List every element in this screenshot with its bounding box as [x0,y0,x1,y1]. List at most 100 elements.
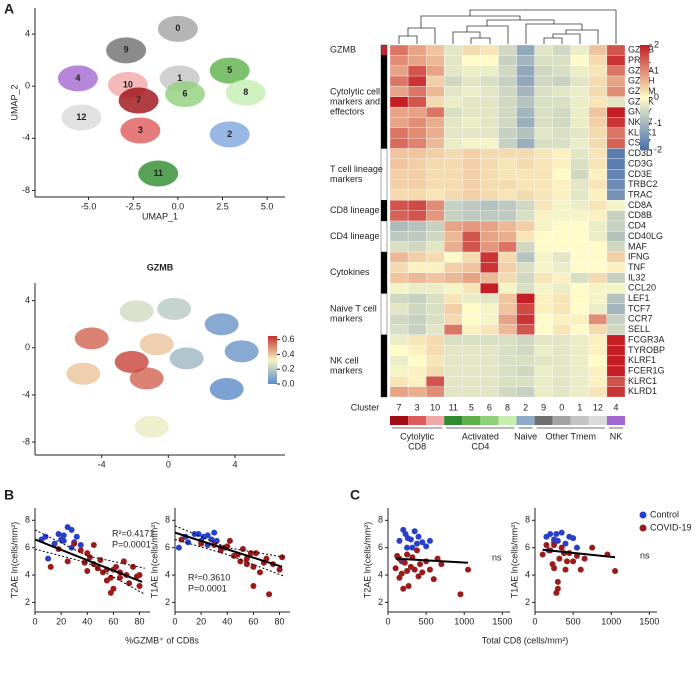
heatmap-cell [426,55,445,66]
heatmap-cell [407,127,427,139]
heatmap-cell [588,262,608,273]
heatmap-cell [407,210,427,222]
heatmap-cell [407,262,427,273]
heatmap-cell [606,169,626,180]
heatmap-cell [570,86,589,97]
heatmap-cell [462,324,481,336]
data-point [543,541,550,548]
cluster-swatch [444,416,463,425]
y-axis-label: T1AE ln(cells/mm²) [149,522,159,599]
heatmap-cell [480,272,499,284]
row-group-label: T cell lineage [330,164,383,174]
cluster-label: 7 [136,95,141,105]
heatmap-cell [407,386,427,398]
heatmap-cell [588,324,608,336]
heatmap-cell [480,86,499,97]
fit-line [34,538,143,583]
heatmap-cell [588,179,608,191]
heatmap-cell [407,200,427,211]
data-point [185,539,192,546]
y-axis-label: UMAP_2 [9,84,19,120]
heatmap-cell [389,138,409,149]
heatmap-cell [407,65,427,77]
heatmap-cell [389,158,409,170]
heatmap-cell [498,282,517,294]
heatmap-cell [570,200,589,211]
x-tick-label: -2.5 [125,201,141,211]
row-group-label: Naive T cell [330,304,377,314]
heatmap-cell [552,303,571,315]
heatmap-cell [606,158,626,170]
gene-label: FCER1G [628,365,665,375]
expression-cells [129,367,164,390]
row-group-label: Cytolytic cell [330,86,380,96]
data-point [547,531,554,537]
heatmap-cell [552,200,571,211]
heatmap-cell [570,386,589,398]
cluster-swatch [552,416,571,425]
cluster-label: 5 [227,65,232,75]
heatmap-cell [426,282,445,294]
heatmap-cell [407,158,427,170]
heatmap-cell [444,210,463,222]
y-tick-label: -4 [22,133,30,143]
gene-label: KLRF1 [628,355,656,365]
heatmap-cell [444,55,463,66]
y-axis-label: T1AE ln(cells/mm²) [509,522,519,599]
x-tick-label: 60 [108,616,118,626]
heatmap-cell [588,220,608,232]
heatmap-cell [389,96,409,108]
heatmap-cell [389,293,409,304]
panel-label: B [4,487,14,503]
heatmap-cell [588,75,608,87]
data-point [204,532,211,539]
row-group-label: markers and [330,96,380,106]
heatmap-cell [552,355,571,367]
heatmap-cell [498,44,517,56]
row-group-label: markers [330,314,363,324]
heatmap-cell [498,251,517,263]
data-point [113,563,120,570]
colorbar-tick-label: 1 [654,66,659,76]
heatmap-cell [516,86,535,97]
heatmap-cell [606,272,626,284]
heatmap-cell [480,303,499,315]
heatmap-cell [498,293,517,304]
heatmap-cell [552,272,571,284]
data-point [407,536,414,543]
row-annotation [380,55,388,149]
heatmap-cell [498,376,517,387]
heatmap-cell [516,365,535,377]
heatmap-cell [407,96,427,108]
heatmap-cell [552,158,571,170]
heatmap-cell [516,355,535,367]
cluster-swatch [588,416,607,425]
heatmap-cell [498,148,517,160]
data-point [211,529,218,536]
data-point [411,528,418,535]
heatmap-cell [516,127,535,139]
heatmap-cell [462,303,481,315]
legend-marker [639,511,647,519]
heatmap-cell [498,314,517,325]
x-tick-label: 1500 [492,616,512,626]
heatmap-cell [552,44,571,56]
expression-cells [114,350,149,373]
data-point [86,554,93,561]
data-point [47,563,54,570]
heatmap-cell [606,148,626,160]
data-point [175,544,182,551]
heatmap-cell [480,55,499,66]
gene-label: CD4 [628,221,646,231]
panel-label: C [350,487,360,503]
heatmap-cell [444,282,463,294]
heatmap-cell [570,138,589,149]
row-group-label: markers [330,174,363,184]
heatmap-cell [570,75,589,87]
heatmap-cell [480,365,499,377]
heatmap-cell [426,106,445,118]
heatmap-cell [407,75,427,87]
heatmap-cell [606,138,626,149]
x-tick-label: 40 [222,616,232,626]
heatmap-cell [534,220,553,232]
